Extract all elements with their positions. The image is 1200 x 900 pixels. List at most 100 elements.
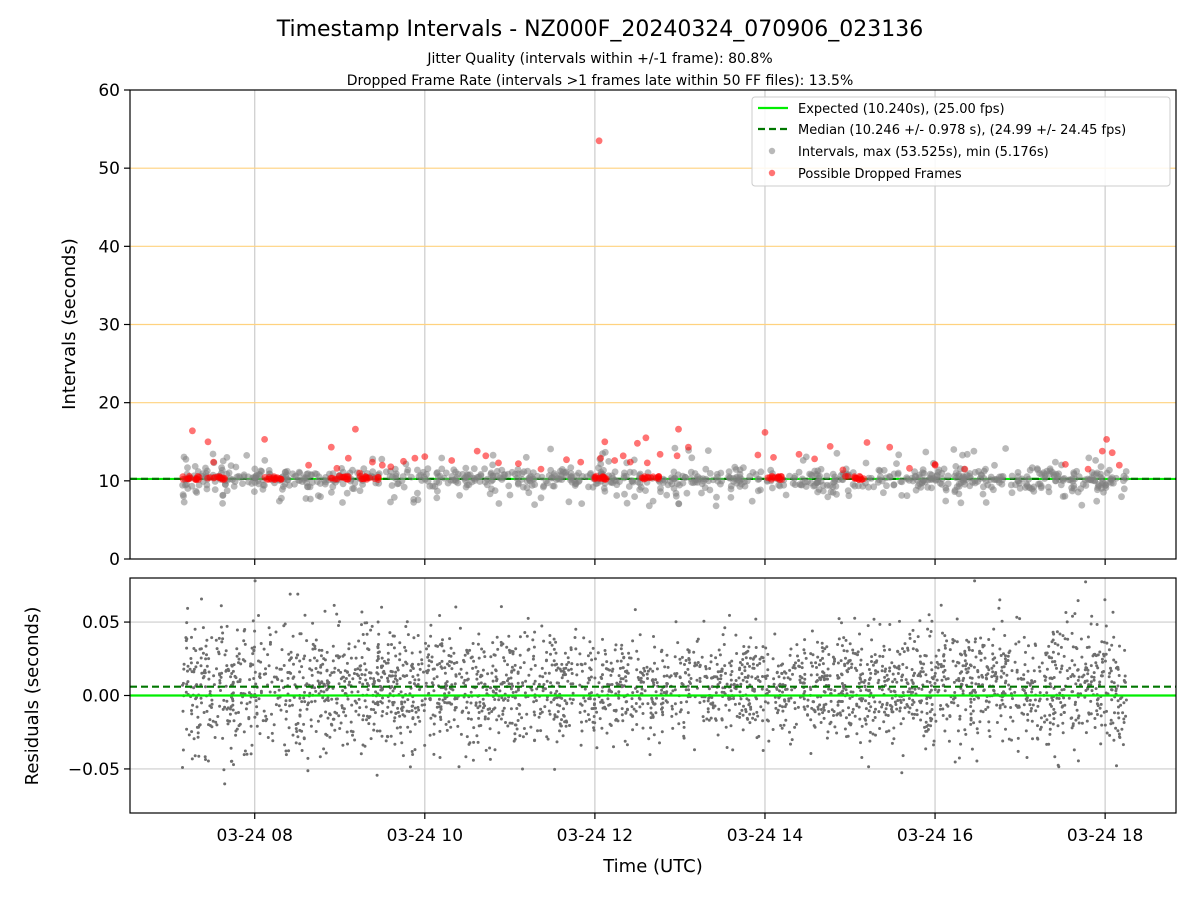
residual-point (232, 663, 236, 667)
residual-point (936, 666, 940, 670)
interval-point (691, 470, 699, 477)
residual-point (912, 674, 915, 678)
interval-point (390, 494, 398, 501)
residual-point (1030, 690, 1034, 694)
residual-point (737, 676, 741, 680)
residual-point (408, 765, 412, 769)
residual-point (486, 672, 490, 676)
residual-point (911, 690, 915, 694)
residual-point (398, 652, 402, 656)
residual-point (1031, 656, 1035, 660)
residual-point (1070, 631, 1074, 635)
residual-point (714, 656, 718, 660)
residual-point (1093, 726, 1097, 729)
residual-point (580, 669, 584, 673)
residual-point (443, 666, 447, 670)
residual-point (990, 666, 994, 670)
residual-point (655, 696, 658, 700)
residual-point (655, 667, 659, 671)
residual-point (823, 647, 827, 651)
residual-point (916, 635, 920, 639)
residual-point (646, 669, 650, 673)
residual-point (1073, 663, 1077, 667)
residual-point (376, 645, 380, 649)
residual-point (1095, 709, 1099, 713)
residual-point (477, 724, 481, 728)
residual-point (220, 640, 224, 644)
residual-point (309, 724, 313, 728)
interval-point (296, 469, 304, 477)
residual-point (218, 704, 222, 708)
residual-point (311, 642, 315, 646)
residual-point (1022, 703, 1026, 707)
residual-point (712, 675, 716, 679)
interval-point (414, 489, 421, 497)
residuals-x-axis: 03-24 08 03-24 10 03-24 12 03-24 14 03-24 16… (217, 813, 1143, 846)
residual-point (545, 698, 549, 702)
intervals-x-ticks (254, 559, 1106, 565)
residual-point (296, 653, 300, 657)
residual-point (628, 656, 631, 660)
residual-point (910, 712, 914, 716)
residual-point (219, 675, 223, 679)
residual-point (745, 680, 749, 684)
residual-point (372, 728, 376, 732)
residual-point (563, 699, 567, 703)
residual-point (249, 724, 253, 728)
residual-point (514, 690, 518, 694)
residual-point (842, 636, 846, 640)
residual-point (1101, 660, 1104, 664)
dropped-frame-point (277, 476, 285, 483)
residual-point (975, 759, 979, 763)
residual-point (497, 698, 501, 702)
residual-point (932, 739, 936, 743)
interval-point (1007, 481, 1015, 489)
residual-point (806, 713, 810, 717)
residual-point (392, 719, 396, 723)
interval-point (613, 492, 621, 499)
residual-point (332, 603, 336, 607)
residual-point (844, 688, 848, 692)
residual-point (1084, 580, 1088, 584)
residual-point (605, 731, 609, 735)
residual-point (698, 676, 702, 680)
residual-point (1005, 673, 1009, 677)
residual-point (446, 662, 449, 666)
residual-point (961, 664, 965, 668)
residual-point (495, 687, 498, 691)
residual-point (892, 726, 896, 730)
residual-point (833, 659, 836, 663)
dropped-frame-point (626, 458, 634, 466)
residual-point (393, 716, 397, 720)
residual-point (755, 710, 759, 714)
residual-point (612, 709, 616, 712)
residual-point (192, 667, 196, 671)
residual-point (802, 681, 806, 685)
residual-point (491, 641, 495, 645)
residual-point (902, 698, 906, 702)
residual-point (910, 678, 914, 682)
residual-point (432, 752, 436, 756)
residual-point (362, 641, 366, 645)
residual-point (207, 677, 211, 681)
residual-point (728, 613, 731, 617)
residual-point (943, 689, 947, 693)
residual-point (250, 743, 254, 747)
residual-point (189, 657, 193, 660)
residual-point (933, 681, 937, 685)
residual-point (474, 665, 478, 669)
residual-point (888, 669, 892, 673)
residual-point (1117, 732, 1121, 736)
residual-point (231, 681, 235, 685)
residual-point (641, 712, 645, 715)
residual-point (648, 667, 652, 671)
residual-point (971, 709, 975, 713)
dropped-frame-point (184, 475, 192, 483)
residual-point (319, 689, 323, 693)
interval-point (940, 465, 948, 473)
residual-point (758, 680, 762, 683)
residual-point (571, 698, 575, 702)
residual-point (284, 753, 288, 757)
residual-point (538, 712, 542, 716)
residual-point (641, 702, 645, 706)
